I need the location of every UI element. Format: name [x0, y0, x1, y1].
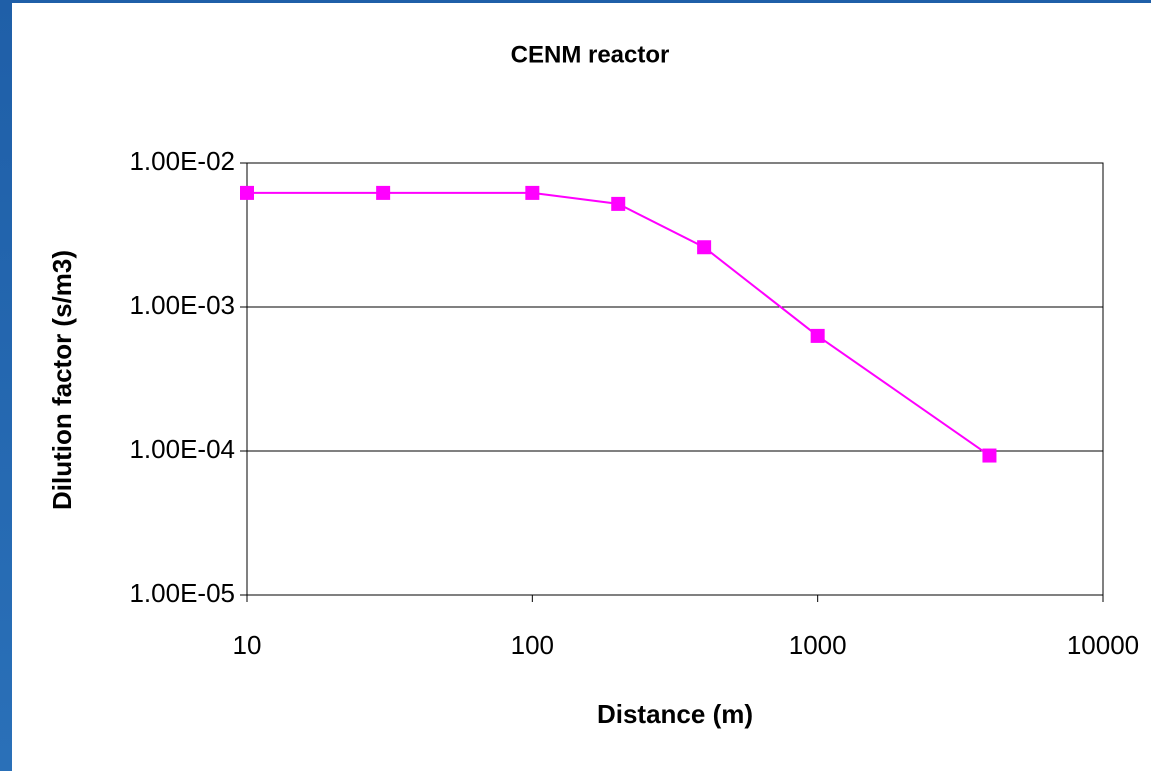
data-point	[697, 240, 712, 255]
y-tick-label: 1.00E-02	[129, 146, 235, 176]
data-point	[982, 448, 997, 463]
chart-title: CENM reactor	[511, 41, 670, 68]
data-point	[376, 185, 391, 200]
plot-frame	[246, 162, 1104, 596]
chart-panel	[12, 3, 1151, 771]
data-point	[810, 328, 825, 343]
x-tick-label: 100	[511, 630, 554, 660]
data-point	[611, 196, 626, 211]
data-point	[525, 185, 540, 200]
x-tick-label: 10000	[1067, 630, 1139, 660]
y-tick-label: 1.00E-05	[129, 578, 235, 608]
x-tick-label: 10	[233, 630, 262, 660]
x-axis-label: Distance (m)	[597, 699, 753, 729]
y-tick-label: 1.00E-04	[129, 434, 235, 464]
data-point	[240, 185, 254, 200]
x-tick-label: 1000	[789, 630, 847, 660]
y-axis-label: Dilution factor (s/m3)	[47, 250, 77, 510]
y-tick-label: 1.00E-03	[129, 290, 235, 320]
